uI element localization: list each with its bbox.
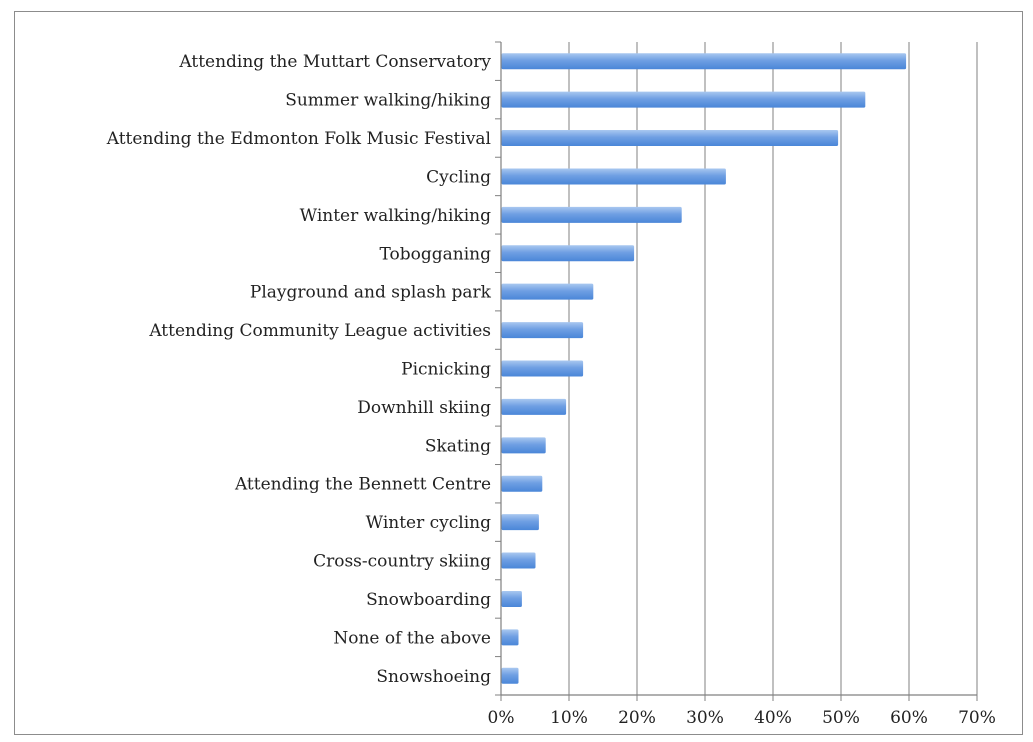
category-label-1: Summer walking/hiking xyxy=(285,91,491,111)
category-label-3: Cycling xyxy=(426,167,491,187)
category-label-14: Snowboarding xyxy=(366,590,491,610)
bar-6 xyxy=(501,283,594,300)
x-tick-label-30: 30% xyxy=(686,708,724,728)
category-label-7: Attending Community League activities xyxy=(148,321,491,341)
bar-15 xyxy=(501,629,519,646)
bars xyxy=(501,53,907,684)
bar-chart: Attending the Muttart Conservatory Summer… xyxy=(106,41,996,728)
bar-3 xyxy=(501,168,726,185)
x-tick-labels: 0% 10% 20% 30% 40% 50% 60% 70% xyxy=(488,708,996,728)
bar-9 xyxy=(501,398,567,415)
x-tick-label-60: 60% xyxy=(890,708,928,728)
bar-7 xyxy=(501,322,584,339)
x-tick-label-10: 10% xyxy=(550,708,588,728)
bar-0 xyxy=(501,53,907,70)
x-tick-label-0: 0% xyxy=(488,708,515,728)
category-label-9: Downhill skiing xyxy=(357,398,491,418)
axes xyxy=(495,41,978,701)
bar-4 xyxy=(501,206,682,223)
category-label-15: None of the above xyxy=(333,628,491,648)
bar-5 xyxy=(501,245,635,262)
x-tick-label-50: 50% xyxy=(822,708,860,728)
grid-lines xyxy=(568,42,978,695)
bar-2 xyxy=(501,130,839,147)
category-label-16: Snowshoeing xyxy=(376,667,491,687)
bar-8 xyxy=(501,360,584,377)
x-tick-label-70: 70% xyxy=(958,708,996,728)
bar-1 xyxy=(501,91,866,108)
bar-11 xyxy=(501,475,543,492)
x-tick-label-20: 20% xyxy=(618,708,656,728)
category-label-12: Winter cycling xyxy=(366,513,491,533)
category-label-10: Skating xyxy=(425,436,491,456)
bar-12 xyxy=(501,514,539,531)
category-label-11: Attending the Bennett Centre xyxy=(234,475,491,495)
category-label-6: Playground and splash park xyxy=(250,283,492,303)
category-labels: Attending the Muttart Conservatory Summer… xyxy=(106,52,492,687)
bar-16 xyxy=(501,667,519,684)
bar-10 xyxy=(501,437,546,454)
x-tick-label-40: 40% xyxy=(754,708,792,728)
category-label-5: Tobogganing xyxy=(380,244,492,264)
category-label-4: Winter walking/hiking xyxy=(300,206,491,226)
chart-frame: Attending the Muttart Conservatory Summer… xyxy=(14,11,1023,735)
bar-14 xyxy=(501,590,522,607)
category-label-8: Picnicking xyxy=(401,360,491,380)
category-label-2: Attending the Edmonton Folk Music Festiv… xyxy=(106,129,491,149)
category-label-0: Attending the Muttart Conservatory xyxy=(178,52,491,72)
category-label-13: Cross-country skiing xyxy=(313,552,491,572)
bar-13 xyxy=(501,552,536,569)
